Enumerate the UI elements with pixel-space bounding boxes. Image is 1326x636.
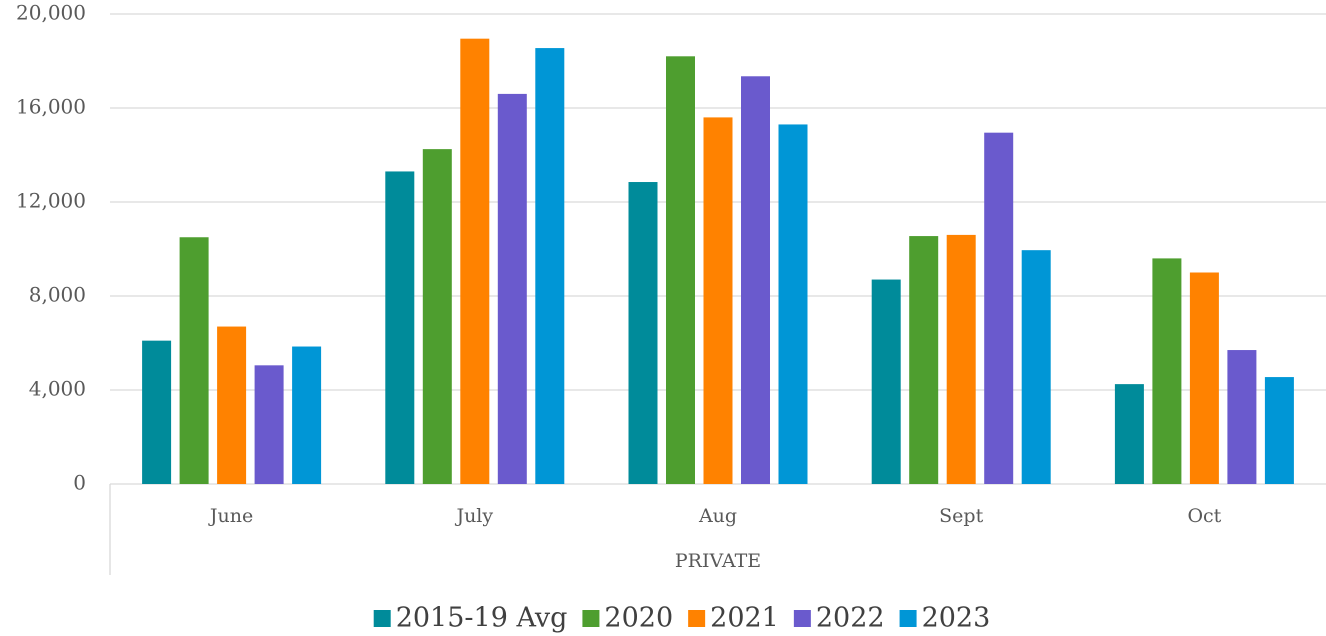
bar bbox=[1227, 350, 1257, 484]
bar bbox=[535, 48, 565, 484]
bar bbox=[666, 56, 695, 485]
bar bbox=[460, 38, 490, 485]
bar bbox=[703, 117, 733, 485]
bar bbox=[217, 326, 247, 484]
x-tick-label: Aug bbox=[698, 505, 737, 527]
bar bbox=[741, 76, 770, 485]
y-tick-label: 12,000 bbox=[16, 189, 86, 213]
legend-label: 2015-19 Avg bbox=[396, 603, 568, 634]
bar bbox=[984, 132, 1014, 485]
bar bbox=[1152, 258, 1182, 484]
bar bbox=[946, 234, 976, 484]
bar bbox=[179, 237, 209, 484]
x-tick-label: Oct bbox=[1187, 505, 1221, 527]
bar bbox=[909, 236, 939, 484]
legend-swatch bbox=[582, 610, 600, 627]
bar bbox=[385, 171, 415, 484]
legend-label: 2023 bbox=[922, 603, 991, 634]
y-tick-label: 20,000 bbox=[16, 1, 86, 25]
bar bbox=[871, 279, 901, 484]
bar bbox=[1189, 272, 1219, 484]
x-tick-label: Sept bbox=[939, 505, 983, 527]
bar bbox=[628, 182, 658, 484]
legend-swatch bbox=[793, 610, 811, 627]
bar bbox=[497, 93, 527, 485]
y-tick-label: 16,000 bbox=[16, 95, 86, 119]
legend-swatch bbox=[373, 610, 391, 627]
legend-swatch bbox=[899, 610, 917, 627]
group-label: PRIVATE bbox=[675, 550, 761, 572]
bar bbox=[1114, 384, 1144, 484]
bar bbox=[778, 124, 808, 484]
bar bbox=[1021, 250, 1051, 484]
bar bbox=[292, 346, 322, 484]
legend-label: 2020 bbox=[604, 603, 673, 634]
y-tick-label: 8,000 bbox=[29, 283, 86, 307]
legend-swatch bbox=[688, 610, 706, 627]
legend-label: 2022 bbox=[816, 603, 885, 634]
y-tick-label: 4,000 bbox=[29, 377, 86, 401]
y-tick-label: 0 bbox=[73, 471, 86, 495]
bar bbox=[254, 365, 284, 484]
x-tick-label: June bbox=[208, 505, 253, 527]
legend-label: 2021 bbox=[710, 603, 779, 634]
bar bbox=[422, 149, 452, 484]
x-tick-label: July bbox=[454, 505, 493, 527]
bar bbox=[1264, 377, 1294, 484]
bar bbox=[142, 340, 172, 484]
